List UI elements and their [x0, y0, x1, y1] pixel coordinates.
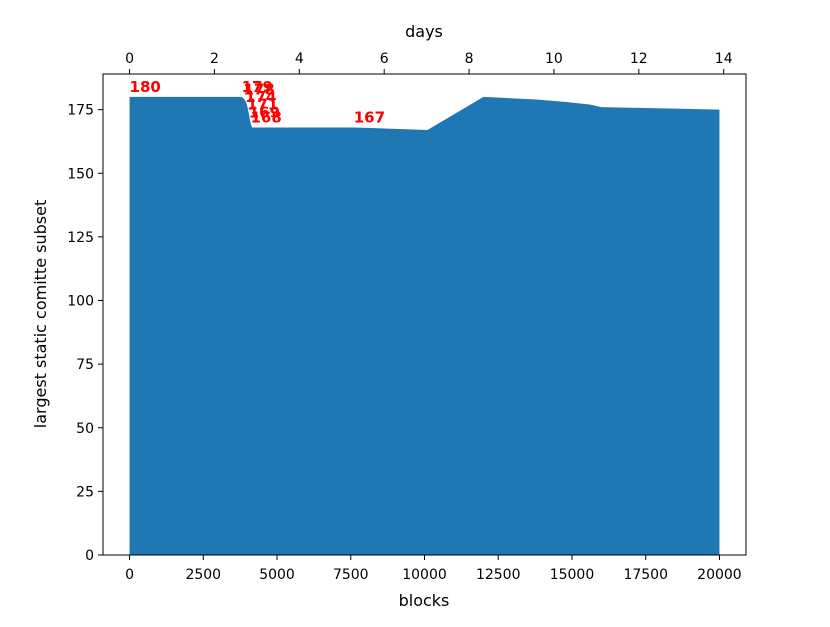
top-tick-label: 10 — [545, 51, 563, 67]
y-tick-label: 25 — [76, 484, 94, 500]
x-tick-label: 20000 — [697, 567, 742, 583]
x-tick-label: 15000 — [550, 567, 595, 583]
x-tick-label: 0 — [125, 567, 134, 583]
top-tick-label: 2 — [210, 51, 219, 67]
y-tick-label: 125 — [67, 230, 94, 246]
data-annotation: 178 — [243, 80, 274, 98]
y-tick-label: 175 — [67, 103, 94, 119]
top-tick-label: 4 — [295, 51, 304, 67]
series-layer — [129, 96, 720, 556]
data-annotation: 169 — [249, 103, 280, 121]
top-ticks: 0 2 4 6 8 10 12 14 — [125, 51, 733, 74]
y-tick-label: 75 — [76, 357, 94, 373]
area-series-0 — [129, 96, 720, 556]
data-annotation: 179 — [242, 78, 273, 96]
y-tick-label: 0 — [85, 548, 94, 564]
y-tick-label: 100 — [67, 294, 94, 310]
x-axis-label: blocks — [399, 591, 450, 610]
y-axis-label: largest static comitte subset — [31, 200, 50, 428]
x-tick-label: 17500 — [623, 567, 668, 583]
y-tick-label: 50 — [76, 421, 94, 437]
x-tick-label: 10000 — [402, 567, 447, 583]
data-annotation: 171 — [247, 96, 278, 114]
data-annotation: 168 — [250, 108, 281, 126]
data-annotation: 167 — [354, 108, 385, 126]
top-tick-label: 0 — [125, 51, 134, 67]
x-tick-label: 2500 — [185, 567, 221, 583]
top-tick-label: 14 — [715, 51, 733, 67]
x-ticks: 0 2500 5000 7500 10000 12500 15000 17500 20000 — [125, 555, 742, 583]
top-tick-label: 6 — [380, 51, 389, 67]
x-tick-label: 12500 — [476, 567, 521, 583]
x-tick-label: 5000 — [259, 567, 295, 583]
y-ticks: 0 25 50 75 100 125 150 175 — [67, 103, 103, 564]
top-axis-label: days — [405, 22, 443, 41]
data-annotation: 174 — [245, 88, 276, 106]
top-tick-label: 8 — [465, 51, 474, 67]
top-tick-label: 12 — [630, 51, 648, 67]
data-annotation: 180 — [130, 78, 161, 96]
y-tick-label: 150 — [67, 166, 94, 182]
x-tick-label: 7500 — [333, 567, 369, 583]
